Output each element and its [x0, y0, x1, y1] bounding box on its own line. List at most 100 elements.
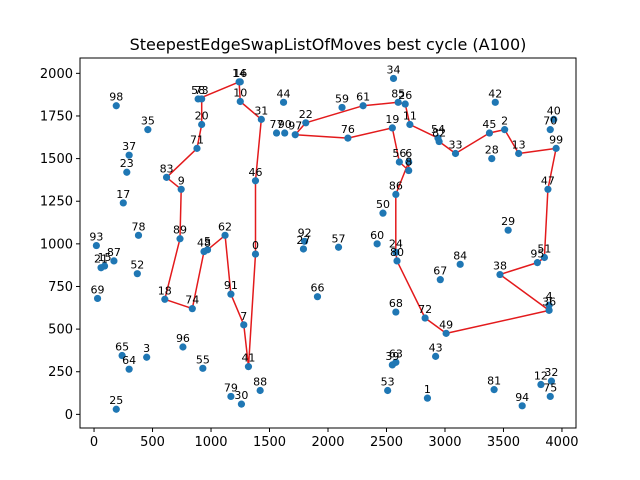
city-label-94: 94: [515, 391, 529, 404]
x-tick-label: 2000: [311, 435, 344, 450]
city-point-90: [281, 129, 289, 137]
city-point-81: [490, 386, 498, 394]
city-label-21: 21: [94, 253, 108, 266]
city-point-83: [162, 173, 171, 181]
city-label-39: 39: [385, 350, 399, 363]
city-label-98: 98: [109, 91, 123, 104]
city-point-28: [488, 154, 496, 163]
city-label-38: 38: [493, 260, 507, 273]
city-point-95: [533, 259, 541, 267]
city-label-91: 91: [224, 279, 238, 292]
city-label-92: 92: [298, 226, 312, 239]
city-point-64: [125, 365, 133, 373]
city-label-16: 16: [233, 67, 247, 80]
city-label-72: 72: [418, 303, 432, 316]
city-label-19: 19: [385, 113, 399, 126]
city-point-26: [401, 100, 409, 108]
city-label-5: 5: [204, 235, 211, 248]
city-point-77: [272, 129, 281, 137]
city-label-97: 97: [288, 120, 302, 133]
city-point-20: [198, 120, 206, 129]
city-label-32: 32: [544, 366, 558, 379]
city-label-15: 15: [98, 251, 112, 264]
city-point-89: [176, 235, 184, 243]
city-label-65: 65: [115, 341, 129, 354]
city-label-90: 90: [278, 118, 292, 131]
city-point-2: [501, 126, 509, 134]
city-label-61: 61: [356, 91, 370, 104]
city-point-67: [436, 276, 444, 284]
city-point-9: [177, 185, 185, 193]
city-point-57: [334, 243, 343, 251]
city-label-67: 67: [433, 265, 447, 278]
city-label-23: 23: [120, 157, 134, 170]
city-label-31: 31: [254, 104, 268, 117]
city-label-58: 58: [191, 84, 205, 97]
city-point-32: [547, 377, 556, 385]
city-point-53: [384, 386, 392, 395]
city-label-28: 28: [485, 144, 499, 157]
city-label-12: 12: [534, 370, 548, 383]
city-point-71: [193, 144, 201, 152]
city-label-55: 55: [196, 353, 210, 366]
city-point-62: [221, 231, 229, 239]
city-label-40: 40: [547, 104, 561, 117]
city-point-43: [432, 352, 440, 360]
city-point-65: [118, 351, 126, 360]
city-point-55: [199, 364, 207, 372]
city-point-34: [389, 74, 398, 83]
city-point-48: [200, 247, 208, 256]
cities-labels: 0123456789101112131415161718192021222324…: [89, 63, 563, 407]
city-point-52: [133, 270, 141, 278]
city-point-92: [301, 237, 309, 245]
city-point-68: [392, 308, 400, 316]
city-point-37: [125, 151, 133, 159]
city-point-63: [392, 358, 400, 366]
x-tick-label: 1000: [194, 435, 227, 450]
city-label-34: 34: [387, 63, 401, 76]
city-label-13: 13: [512, 138, 526, 151]
city-point-12: [537, 380, 545, 389]
city-point-7: [240, 321, 248, 329]
city-point-88: [256, 386, 264, 395]
city-label-33: 33: [449, 138, 463, 151]
city-label-64: 64: [122, 354, 136, 367]
city-point-66: [313, 293, 322, 301]
city-label-25: 25: [109, 394, 123, 407]
city-point-98: [112, 102, 120, 110]
city-point-47: [544, 185, 552, 193]
city-point-76: [344, 134, 352, 142]
city-point-36: [545, 306, 553, 314]
city-point-99: [552, 144, 560, 152]
x-axis: 0 500 1000 1500 2000 2500 3000 3500 4000: [90, 428, 579, 450]
city-point-1: [423, 394, 432, 402]
city-label-83: 83: [160, 162, 174, 175]
city-label-99: 99: [549, 133, 563, 146]
city-label-85: 85: [391, 87, 405, 100]
city-label-9: 9: [178, 174, 185, 187]
city-label-6: 6: [405, 147, 412, 160]
city-label-68: 68: [389, 297, 403, 310]
city-point-85: [394, 98, 402, 106]
city-point-13: [515, 149, 523, 158]
x-tick-label: 3000: [428, 435, 461, 450]
city-label-87: 87: [107, 246, 121, 259]
city-point-40: [550, 115, 558, 123]
city-label-26: 26: [398, 89, 412, 102]
city-point-91: [227, 290, 235, 298]
city-label-46: 46: [248, 166, 262, 179]
city-point-49: [442, 329, 450, 337]
city-point-93: [92, 241, 100, 250]
city-point-96: [179, 343, 187, 351]
city-label-29: 29: [501, 215, 515, 228]
city-label-80: 80: [390, 246, 404, 259]
city-label-41: 41: [241, 352, 255, 365]
city-point-21: [97, 264, 105, 272]
city-label-63: 63: [389, 347, 403, 360]
city-label-18: 18: [158, 284, 172, 297]
city-point-46: [251, 177, 260, 185]
city-point-16: [236, 78, 244, 86]
city-label-53: 53: [381, 375, 395, 388]
city-label-27: 27: [296, 234, 310, 247]
